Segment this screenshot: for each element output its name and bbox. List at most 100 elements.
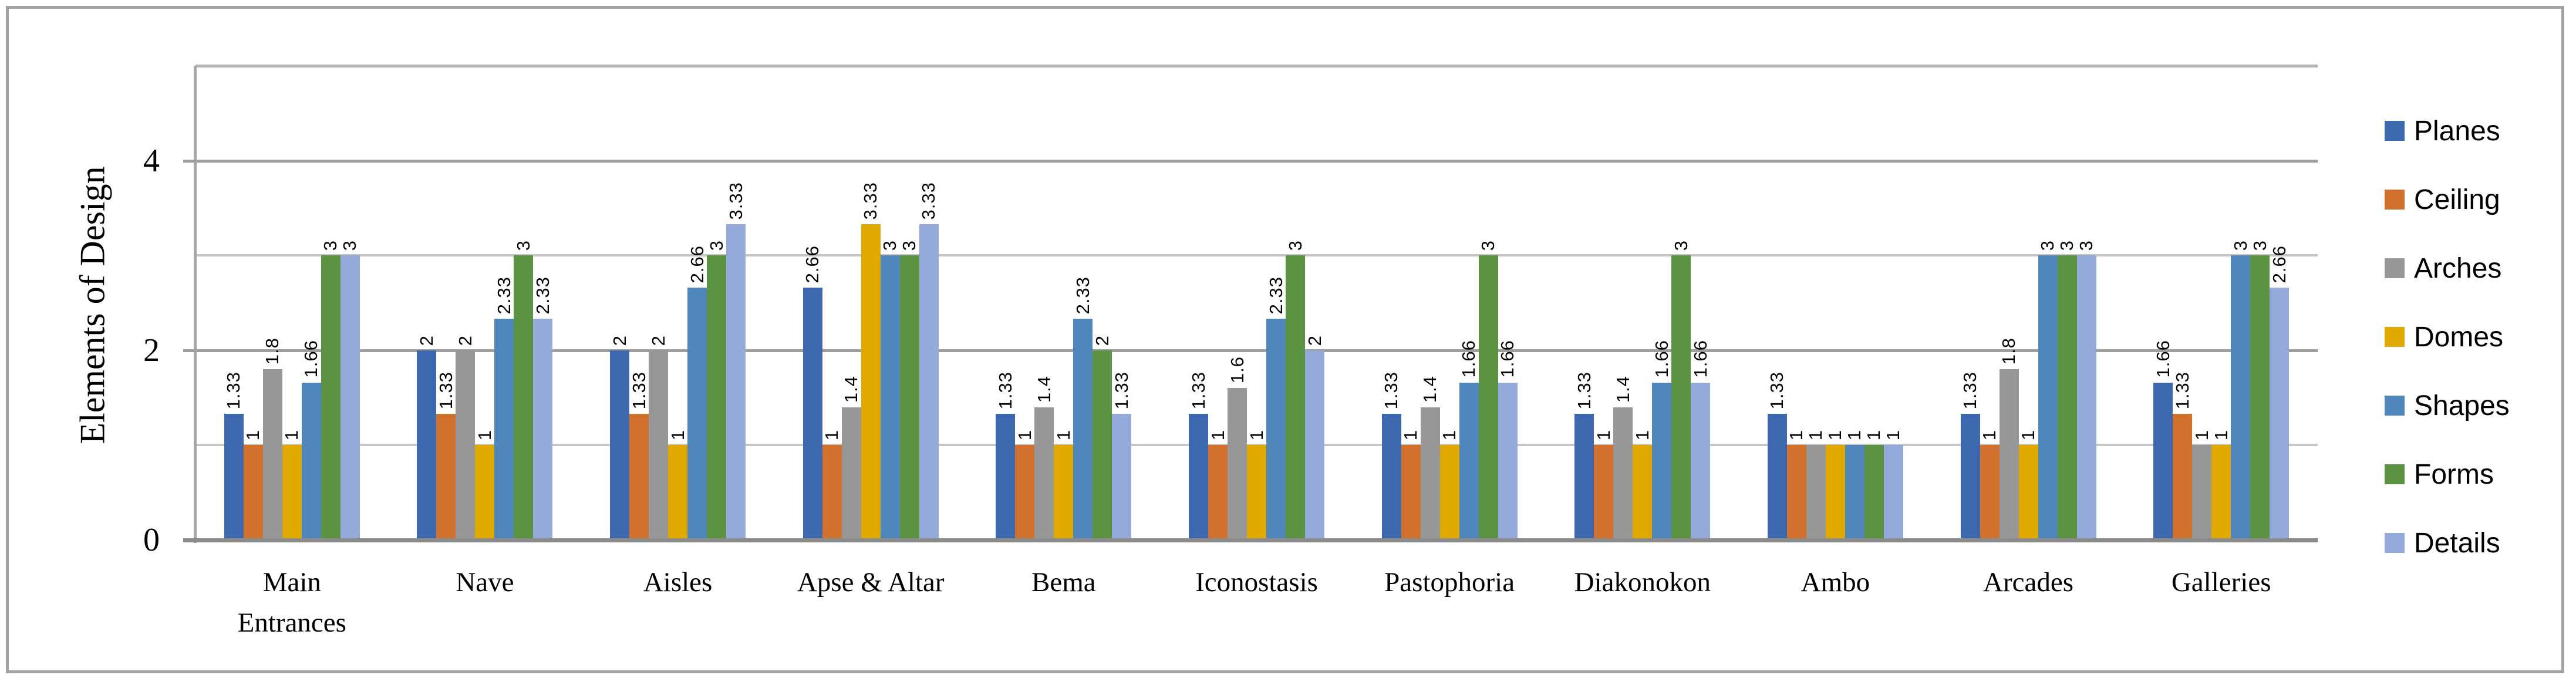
data-label: 1 [2191, 430, 2212, 441]
data-label: 3 [706, 239, 727, 251]
legend-label: Planes [2414, 115, 2500, 147]
data-label: 2.66 [686, 245, 707, 284]
data-label: 1.33 [994, 371, 1016, 410]
bar-domes-3 [668, 445, 688, 539]
data-label: 1.4 [841, 375, 862, 403]
legend-label: Shapes [2414, 390, 2510, 421]
data-label: 3 [1284, 239, 1306, 251]
data-label: 1 [242, 430, 264, 441]
bar-shapes-9 [1845, 445, 1864, 539]
bar-forms-8 [1671, 255, 1691, 539]
data-label: 1 [281, 430, 302, 441]
x-axis-label: Nave [456, 567, 514, 598]
x-axis-label: Pastophoria [1384, 567, 1515, 598]
data-label: 1 [1014, 430, 1035, 441]
data-label: 2 [1091, 335, 1112, 346]
legend-label: Forms [2414, 458, 2494, 490]
data-label: 3 [339, 239, 360, 251]
data-label: 2 [648, 335, 669, 346]
data-label: 1.4 [1420, 375, 1441, 403]
legend-label: Arches [2414, 252, 2502, 284]
x-axis-label: Main Entrances [237, 567, 346, 638]
legend-label: Domes [2414, 321, 2504, 353]
legend-marker-planes [2385, 121, 2405, 141]
bar-planes-6 [1189, 414, 1208, 539]
data-label: 1 [1053, 430, 1074, 441]
data-label: 3.33 [918, 181, 939, 220]
bar-domes-2 [475, 445, 495, 539]
x-axis-label: Aisles [643, 567, 713, 598]
bar-details-4 [919, 224, 939, 539]
bar-domes-4 [861, 224, 881, 539]
data-label: 1.66 [1458, 340, 1479, 378]
bar-planes-5 [996, 414, 1016, 539]
legend-item-shapes: Shapes [2385, 390, 2510, 421]
x-axis-label: Bema [1031, 567, 1096, 598]
bar-details-8 [1691, 382, 1711, 539]
bar-arches-5 [1034, 407, 1054, 539]
legend: Planes Ceiling Arches Domes Shapes Forms Detai… [2385, 0, 2572, 685]
bar-planes-2 [417, 350, 437, 539]
data-label: 1 [1786, 430, 1807, 441]
data-label: 3 [2249, 239, 2270, 251]
gridline-y-3 [195, 254, 2318, 257]
data-label: 2.66 [2268, 245, 2290, 284]
bar-domes-9 [1825, 445, 1845, 539]
bar-planes-1 [224, 414, 244, 539]
x-axis-label: Arcades [1983, 567, 2074, 598]
bar-arches-9 [1806, 445, 1826, 539]
bar-shapes-5 [1073, 319, 1093, 539]
data-label: 3 [320, 239, 341, 251]
bar-ceiling-5 [1015, 445, 1035, 539]
bar-ceiling-10 [1980, 445, 2000, 539]
legend-item-planes: Planes [2385, 115, 2500, 147]
legend-item-forms: Forms [2385, 458, 2494, 490]
data-label: 1.66 [301, 340, 322, 378]
data-label: 1.33 [435, 371, 456, 410]
bar-domes-1 [282, 445, 302, 539]
x-axis-line [183, 538, 2318, 542]
data-label: 2.33 [532, 276, 553, 315]
data-label: 2 [609, 335, 630, 346]
bar-details-7 [1498, 382, 1518, 539]
bar-details-3 [726, 224, 746, 539]
bar-planes-9 [1767, 414, 1787, 539]
x-axis-label: Apse & Altar [797, 567, 945, 598]
bar-ceiling-7 [1401, 445, 1421, 539]
data-label: 1 [1593, 430, 1614, 441]
bar-forms-4 [899, 255, 919, 539]
data-label: 3 [2037, 239, 2058, 251]
data-label: 1.66 [1690, 340, 1711, 378]
bar-domes-6 [1247, 445, 1266, 539]
bar-forms-1 [321, 255, 340, 539]
bar-shapes-4 [880, 255, 900, 539]
bar-domes-11 [2211, 445, 2231, 539]
bar-forms-6 [1286, 255, 1305, 539]
data-label: 1 [1400, 430, 1421, 441]
bar-forms-10 [2057, 255, 2077, 539]
bar-arches-7 [1420, 407, 1440, 539]
y-axis-tick-label: 4 [143, 142, 160, 179]
data-label: 1 [667, 430, 688, 441]
bar-shapes-10 [2038, 255, 2058, 539]
data-label: 3 [2230, 239, 2251, 251]
data-label: 1.8 [1998, 338, 2019, 365]
data-label: 3 [1670, 239, 1691, 251]
data-label: 1.33 [1111, 371, 1132, 410]
data-label: 1.33 [1188, 371, 1209, 410]
legend-marker-arches [2385, 258, 2405, 278]
data-label: 3.33 [725, 181, 746, 220]
data-label: 2.33 [1265, 276, 1286, 315]
bar-arches-6 [1228, 388, 1247, 539]
data-label: 3 [879, 239, 901, 251]
data-label: 1 [1805, 430, 1826, 441]
data-label: 1.6 [1226, 356, 1247, 384]
data-label: 1 [2018, 430, 2039, 441]
data-label: 3 [1478, 239, 1499, 251]
bar-details-9 [1883, 445, 1903, 539]
bar-forms-2 [514, 255, 534, 539]
bar-arches-4 [841, 407, 861, 539]
data-label: 1.4 [1612, 375, 1633, 403]
bar-arches-2 [456, 350, 476, 539]
data-label: 3 [2056, 239, 2078, 251]
